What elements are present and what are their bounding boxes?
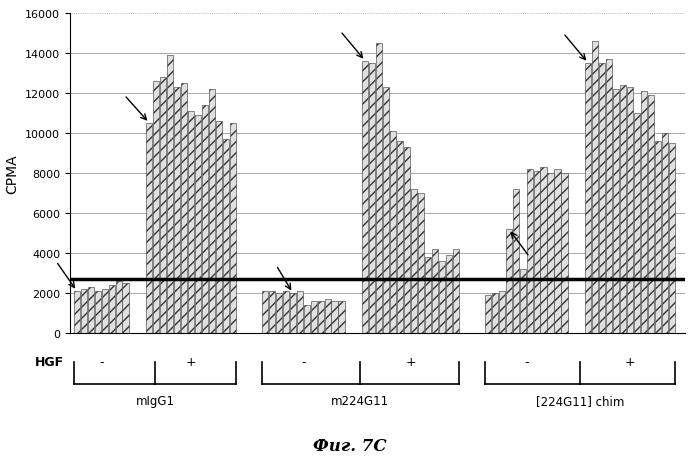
Bar	[269, 291, 275, 333]
Bar	[303, 306, 310, 333]
Bar	[310, 301, 317, 333]
Bar	[526, 169, 533, 333]
Bar	[80, 289, 87, 333]
Bar	[275, 294, 282, 333]
Bar	[453, 250, 459, 333]
Text: m224G11: m224G11	[331, 394, 389, 407]
Bar	[585, 64, 591, 333]
Bar	[73, 291, 80, 333]
Bar	[282, 291, 289, 333]
Bar	[383, 88, 389, 333]
Bar	[512, 190, 519, 333]
Bar	[317, 301, 324, 333]
Text: -: -	[301, 356, 305, 369]
Bar	[167, 56, 173, 333]
Bar	[547, 174, 554, 333]
Bar	[108, 285, 115, 333]
Bar	[634, 114, 640, 333]
Bar	[561, 174, 568, 333]
Bar	[195, 116, 201, 333]
Bar	[648, 96, 654, 333]
Bar	[115, 282, 122, 333]
Bar	[230, 124, 236, 333]
Bar	[425, 257, 431, 333]
Bar	[432, 250, 438, 333]
Bar	[369, 64, 375, 333]
Bar	[376, 44, 382, 333]
Bar	[296, 291, 303, 333]
Bar	[439, 262, 445, 333]
Bar	[540, 168, 547, 333]
Text: -: -	[524, 356, 528, 369]
Bar	[153, 82, 159, 333]
Bar	[484, 295, 491, 333]
Bar	[146, 124, 152, 333]
Bar	[87, 288, 94, 333]
Bar	[662, 134, 668, 333]
Bar	[613, 90, 619, 333]
Bar	[202, 106, 208, 333]
Bar	[641, 92, 647, 333]
Bar	[627, 88, 633, 333]
Bar	[94, 291, 101, 333]
Bar	[216, 122, 222, 333]
Bar	[262, 291, 268, 333]
Text: [224G11] chim: [224G11] chim	[535, 394, 624, 407]
Bar	[592, 42, 598, 333]
Bar	[324, 300, 331, 333]
Text: -: -	[99, 356, 103, 369]
Text: +: +	[625, 356, 635, 369]
Bar	[533, 172, 540, 333]
Bar	[181, 84, 187, 333]
Bar	[554, 169, 561, 333]
Bar	[397, 142, 403, 333]
Bar	[160, 78, 166, 333]
Bar	[620, 86, 626, 333]
Bar	[209, 90, 215, 333]
Text: HGF: HGF	[35, 356, 64, 369]
Bar	[491, 294, 498, 333]
Bar	[519, 269, 526, 333]
Text: mIgG1: mIgG1	[136, 394, 174, 407]
Bar	[404, 148, 410, 333]
Bar	[390, 131, 396, 333]
Bar	[411, 190, 417, 333]
Bar	[599, 64, 605, 333]
Bar	[223, 140, 229, 333]
Text: +: +	[186, 356, 196, 369]
Bar	[606, 60, 612, 333]
Bar	[331, 301, 338, 333]
Bar	[362, 62, 368, 333]
Bar	[418, 194, 424, 333]
Bar	[188, 112, 194, 333]
Text: Фиг. 7C: Фиг. 7C	[312, 437, 387, 454]
Text: +: +	[405, 356, 416, 369]
Bar	[446, 256, 452, 333]
Bar	[101, 289, 108, 333]
Bar	[655, 142, 661, 333]
Bar	[338, 301, 345, 333]
Y-axis label: CPMA: CPMA	[6, 154, 20, 194]
Bar	[669, 144, 675, 333]
Bar	[122, 283, 129, 333]
Bar	[505, 230, 512, 333]
Bar	[498, 291, 505, 333]
Bar	[174, 88, 180, 333]
Bar	[289, 294, 296, 333]
